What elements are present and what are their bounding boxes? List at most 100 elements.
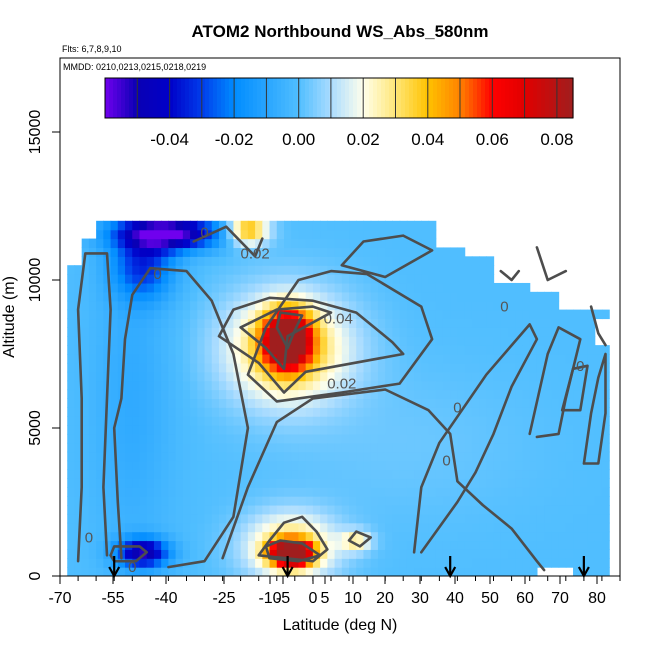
heatmap-cell <box>218 282 227 293</box>
heatmap-cell <box>442 274 451 284</box>
heatmap-cell <box>479 371 487 382</box>
heatmap-cell <box>269 247 278 257</box>
heatmap-cell <box>450 327 459 337</box>
heatmap-cell <box>247 238 256 249</box>
heatmap-cell <box>565 469 574 479</box>
heatmap-cell <box>594 549 603 559</box>
heatmap-cell <box>573 354 581 364</box>
heatmap-cell <box>580 549 589 559</box>
heatmap-cell <box>146 442 155 453</box>
heatmap-cell <box>233 220 242 231</box>
heatmap-cell <box>255 407 263 417</box>
heatmap-cell <box>435 513 444 524</box>
heatmap-cell <box>529 389 538 399</box>
heatmap-cell <box>211 256 220 266</box>
x-tick-label: 50 <box>481 590 499 607</box>
heatmap-cell <box>551 300 560 311</box>
heatmap-cell <box>479 416 487 426</box>
heatmap-cell <box>327 540 336 550</box>
heatmap-cell <box>573 318 581 328</box>
heatmap-cell <box>204 567 213 576</box>
heatmap-cell <box>450 380 459 391</box>
heatmap-cell <box>146 247 155 257</box>
heatmap-cell <box>508 291 516 302</box>
heatmap-cell <box>240 558 249 568</box>
heatmap-cell <box>218 496 227 506</box>
heatmap-cell <box>204 220 213 231</box>
heatmap-cell <box>377 460 386 471</box>
heatmap-cell <box>493 300 502 311</box>
heatmap-cell <box>204 478 213 488</box>
heatmap-cell <box>74 291 83 302</box>
heatmap-cell <box>291 265 300 275</box>
heatmap-cell <box>522 407 531 417</box>
heatmap-cell <box>269 318 278 328</box>
heatmap-cell <box>190 522 198 533</box>
heatmap-cell <box>88 540 97 550</box>
heatmap-cell <box>471 522 480 533</box>
heatmap-cell <box>349 478 357 488</box>
heatmap-cell <box>103 522 112 533</box>
x-tick-label: 70 <box>551 590 569 607</box>
heatmap-cell <box>334 425 343 435</box>
heatmap-cell <box>601 433 610 444</box>
heatmap-cell <box>450 247 459 257</box>
heatmap-cell <box>406 558 415 568</box>
heatmap-cell <box>471 487 480 497</box>
heatmap-cell <box>211 229 220 240</box>
heatmap-cell <box>74 389 83 399</box>
heatmap-cell <box>385 327 393 337</box>
heatmap-cell <box>515 327 524 337</box>
heatmap-cell <box>435 256 444 266</box>
heatmap-cell <box>442 487 451 497</box>
heatmap-cell <box>428 247 437 257</box>
heatmap-cell <box>132 220 141 231</box>
heatmap-cell <box>262 451 271 462</box>
heatmap-cell <box>558 460 567 471</box>
heatmap-cell <box>284 522 292 533</box>
heatmap-cell <box>240 460 249 471</box>
heatmap-cell <box>88 522 97 533</box>
heatmap-cell <box>363 354 372 364</box>
heatmap-cell <box>551 549 560 559</box>
heatmap-cell <box>240 309 249 320</box>
heatmap-cell <box>508 531 516 542</box>
contour-line <box>499 269 521 282</box>
heatmap-cell <box>298 540 307 550</box>
heatmap-cell <box>67 549 76 559</box>
heatmap-cell <box>493 389 502 399</box>
heatmap-cell <box>515 496 524 506</box>
heatmap-cell <box>320 549 328 559</box>
heatmap-cell <box>88 238 97 249</box>
heatmap-cell <box>450 291 459 302</box>
heatmap-cell <box>269 487 278 497</box>
heatmap-cell <box>464 451 473 462</box>
heatmap-cell <box>74 407 83 417</box>
heatmap-cell <box>392 487 401 497</box>
heatmap-cell <box>544 354 552 364</box>
heatmap-cell <box>377 496 386 506</box>
heatmap-cell <box>327 318 336 328</box>
heatmap-cell <box>88 389 97 399</box>
heatmap-cell <box>298 487 307 497</box>
heatmap-cell <box>558 540 567 550</box>
heatmap-cell <box>428 442 437 453</box>
heatmap-cell <box>500 504 509 515</box>
heatmap-cell <box>406 291 415 302</box>
heatmap-cell <box>327 256 336 266</box>
heatmap-cell <box>320 265 328 275</box>
heatmap-cell <box>479 531 487 542</box>
heatmap-cell <box>197 416 206 426</box>
heatmap-cell <box>81 380 90 391</box>
heatmap-cell <box>544 496 552 506</box>
heatmap-cell <box>291 425 300 435</box>
heatmap-cell <box>536 478 545 488</box>
heatmap-cell <box>536 327 545 337</box>
heatmap-cell <box>233 407 242 417</box>
colorbar-swatch <box>409 78 414 118</box>
heatmap-cell <box>175 522 184 533</box>
heatmap-cell <box>284 274 292 284</box>
heatmap-cell <box>197 451 206 462</box>
heatmap-cell <box>363 238 372 249</box>
heatmap-cell <box>175 238 184 249</box>
